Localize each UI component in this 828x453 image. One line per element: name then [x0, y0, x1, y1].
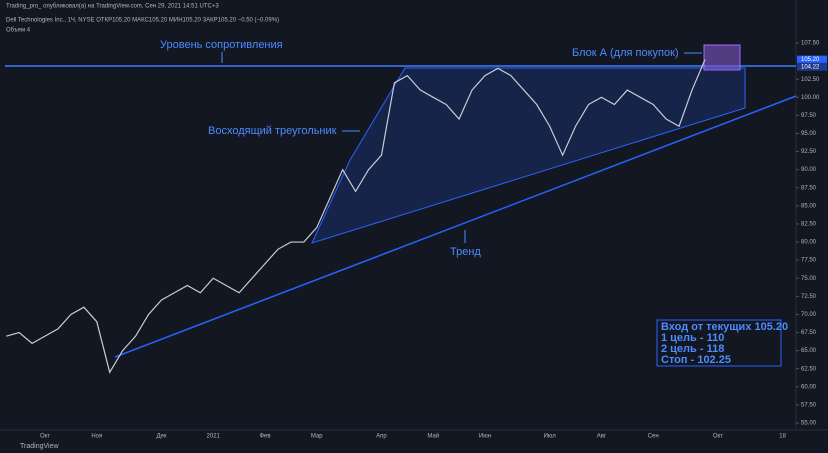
- x-tick-label: Окт: [713, 434, 723, 440]
- y-tick-label: 87.50: [801, 185, 817, 191]
- y-tick-label: 97.50: [801, 113, 817, 119]
- y-tick-label: 100.00: [801, 95, 820, 101]
- y-tick-label: 107.50: [801, 41, 820, 47]
- y-tick-label: 85.00: [801, 203, 817, 209]
- x-tick-label: Сен: [648, 434, 659, 440]
- y-tick-label: 57.50: [801, 402, 817, 408]
- x-tick-label: Мар: [311, 434, 323, 440]
- y-tick-label: 95.00: [801, 131, 817, 137]
- x-tick-label: Май: [427, 433, 439, 440]
- header: Trading_pro_ опубликовал(а) на TradingVi…: [6, 4, 219, 10]
- x-tick-label: Дек: [156, 434, 166, 440]
- annotation: Блок А (для покупок): [572, 47, 679, 59]
- y-tick-label: 77.50: [801, 258, 817, 264]
- annotation: Восходящий треугольник: [208, 125, 337, 137]
- price-tag: [797, 55, 827, 64]
- buy-block: [703, 44, 741, 71]
- y-tick-label: 72.50: [801, 294, 817, 300]
- trend-line: [114, 95, 797, 358]
- y-tick-label: 92.50: [801, 149, 817, 155]
- y-tick-label: 102.50: [801, 77, 820, 83]
- y-tick-label: 75.00: [801, 276, 817, 282]
- y-tick-label: 62.50: [801, 366, 817, 372]
- price-tag: [797, 62, 827, 71]
- x-tick-label: Ноя: [91, 434, 102, 440]
- y-tick-label: 82.50: [801, 222, 817, 228]
- info-line: 2 цель - 118: [661, 343, 724, 355]
- x-tick-label: Окт: [40, 434, 50, 440]
- info-line: 1 цель - 110: [661, 332, 724, 344]
- y-tick-label: 70.00: [801, 312, 817, 318]
- footer: TradingView: [20, 443, 59, 450]
- price-tag-label: 104.22: [801, 64, 820, 70]
- price-tag-label: 105.20: [801, 57, 820, 63]
- info-line: Вход от текущих 105.20: [661, 321, 788, 333]
- x-tick-label: 18: [779, 434, 786, 440]
- info-box: [656, 319, 782, 367]
- x-tick-label: Фев: [259, 434, 270, 440]
- y-tick-label: 90.00: [801, 167, 817, 173]
- y-tick-label: 55.00: [801, 421, 817, 427]
- price-line: [6, 59, 706, 374]
- y-tick-label: 80.00: [801, 240, 817, 246]
- annotation: Уровень сопротивления: [160, 39, 283, 51]
- x-tick-label: Июн: [479, 434, 491, 440]
- y-tick-label: 65.00: [801, 348, 817, 354]
- y-tick-label: 67.50: [801, 330, 817, 336]
- x-tick-label: Апр: [376, 434, 387, 440]
- symbol-line: Dell Technologies Inc., 1Ч, NYSE ОТКР105…: [6, 18, 279, 24]
- volume-label: Объем 4: [6, 28, 31, 34]
- triangle: [311, 67, 746, 244]
- annotation: Тренд: [450, 246, 481, 258]
- x-tick-label: Июл: [544, 434, 557, 440]
- x-tick-label: 2021: [207, 434, 221, 440]
- info-line: Стоп - 102.25: [661, 354, 731, 366]
- x-tick-label: Авг: [597, 434, 607, 440]
- y-tick-label: 60.00: [801, 384, 817, 390]
